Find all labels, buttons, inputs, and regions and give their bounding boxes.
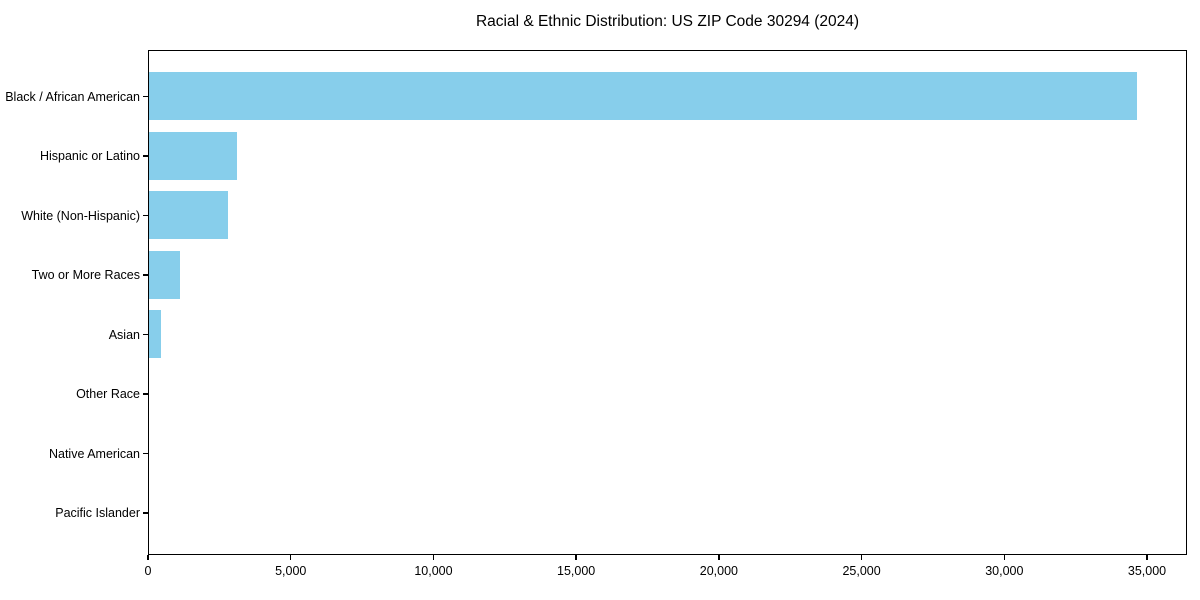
bar-asian bbox=[149, 310, 162, 359]
x-tick-mark bbox=[289, 555, 292, 560]
y-axis-label-white-non-hispanic: White (Non-Hispanic) bbox=[21, 208, 140, 223]
y-axis-label-hispanic-or-latino: Hispanic or Latino bbox=[39, 149, 140, 164]
y-tick-mark bbox=[143, 214, 148, 217]
x-axis-label-25000: 25,000 bbox=[842, 564, 881, 578]
plot-area bbox=[148, 50, 1187, 555]
y-tick-mark bbox=[143, 333, 148, 336]
y-tick-mark bbox=[143, 95, 148, 98]
x-axis-label-20000: 20,000 bbox=[699, 564, 738, 578]
bar-black-african-american bbox=[149, 72, 1137, 121]
x-axis-label-30000: 30,000 bbox=[985, 564, 1024, 578]
x-tick-mark bbox=[1003, 555, 1006, 560]
y-axis-label-two-or-more-races: Two or More Races bbox=[31, 268, 140, 283]
x-axis-label-15000: 15,000 bbox=[557, 564, 596, 578]
y-axis-label-black-african-american: Black / African American bbox=[5, 89, 140, 104]
y-tick-mark bbox=[143, 393, 148, 395]
y-axis-label-asian: Asian bbox=[108, 327, 140, 342]
y-axis-label-other-race: Other Race bbox=[76, 387, 140, 402]
x-tick-mark bbox=[147, 555, 149, 560]
y-tick-mark bbox=[143, 512, 148, 514]
y-axis-label-native-american: Native American bbox=[48, 446, 140, 461]
y-axis-label-pacific-islander: Pacific Islander bbox=[55, 506, 140, 521]
x-axis-label-10000: 10,000 bbox=[414, 564, 453, 578]
chart-title: Racial & Ethnic Distribution: US ZIP Cod… bbox=[475, 13, 860, 30]
x-tick-mark bbox=[718, 555, 720, 560]
bar-white-non-hispanic bbox=[149, 191, 228, 240]
bar-hispanic-or-latino bbox=[149, 131, 238, 180]
x-axis-label-35000: 35,000 bbox=[1127, 564, 1167, 578]
y-tick-mark bbox=[143, 452, 148, 455]
x-tick-mark bbox=[575, 555, 577, 560]
x-tick-mark bbox=[1146, 555, 1148, 560]
y-tick-mark bbox=[143, 155, 148, 157]
y-tick-mark bbox=[143, 274, 148, 276]
x-axis-label-0: 0 bbox=[144, 564, 152, 578]
x-tick-mark bbox=[432, 555, 435, 560]
x-axis-label-5000: 5,000 bbox=[275, 564, 307, 578]
bar-two-or-more-races bbox=[149, 250, 181, 299]
x-tick-mark bbox=[860, 555, 863, 560]
